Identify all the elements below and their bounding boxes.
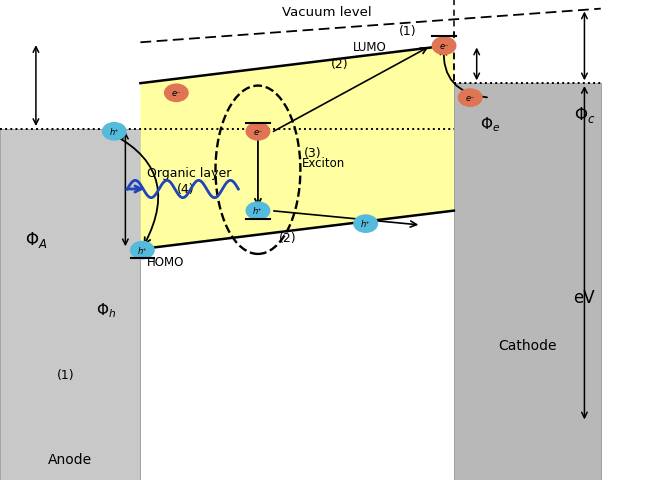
Text: $\Phi_c$: $\Phi_c$	[574, 105, 595, 125]
Text: (2): (2)	[331, 58, 348, 72]
Text: (4): (4)	[178, 183, 195, 196]
Circle shape	[131, 242, 154, 259]
Circle shape	[103, 123, 126, 141]
Text: h⁺: h⁺	[361, 220, 370, 228]
Text: Vacuum level: Vacuum level	[281, 6, 372, 19]
Text: HOMO: HOMO	[147, 255, 184, 268]
Text: h⁺: h⁺	[138, 246, 147, 255]
Text: $\Phi_h$: $\Phi_h$	[96, 300, 116, 319]
Text: (2): (2)	[279, 231, 296, 244]
Circle shape	[246, 123, 270, 141]
Text: e⁻: e⁻	[172, 89, 181, 98]
Text: Anode: Anode	[48, 452, 92, 466]
Text: h⁺: h⁺	[253, 207, 263, 216]
Text: $\Phi_A$: $\Phi_A$	[25, 230, 47, 250]
Text: Cathode: Cathode	[498, 338, 557, 353]
Text: e⁻: e⁻	[466, 94, 475, 103]
Circle shape	[354, 216, 377, 233]
Text: LUMO: LUMO	[353, 40, 387, 54]
Polygon shape	[0, 130, 140, 480]
Text: e⁻: e⁻	[439, 42, 449, 51]
Text: Exciton: Exciton	[302, 156, 345, 170]
Polygon shape	[454, 84, 601, 480]
Text: $\Phi_e$: $\Phi_e$	[480, 116, 500, 134]
Text: (1): (1)	[57, 368, 74, 381]
Circle shape	[165, 85, 188, 102]
Text: Organic layer: Organic layer	[147, 166, 231, 180]
Text: e⁻: e⁻	[253, 128, 263, 136]
Text: eV: eV	[573, 288, 596, 307]
Circle shape	[246, 203, 270, 220]
Circle shape	[458, 90, 482, 107]
Text: (3): (3)	[304, 147, 321, 160]
Text: (1): (1)	[400, 24, 417, 38]
Circle shape	[432, 38, 456, 55]
Text: h⁺: h⁺	[110, 128, 119, 136]
Polygon shape	[140, 46, 454, 250]
